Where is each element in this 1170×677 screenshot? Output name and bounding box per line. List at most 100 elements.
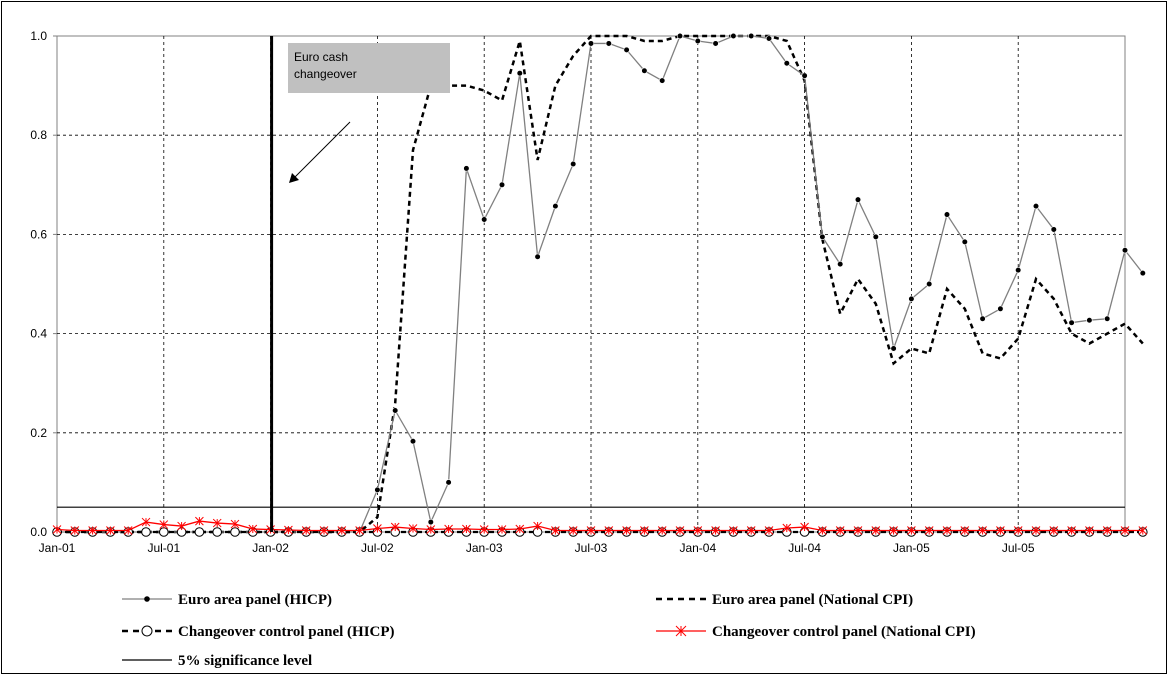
annotation-text-line1: Euro cash xyxy=(294,50,348,64)
changeover-national-cpi-point xyxy=(497,525,507,534)
legend-item-significance-level: 5% significance level xyxy=(122,653,312,669)
euro-area-hicp-point xyxy=(1139,269,1146,277)
y-tick-label: 0.0 xyxy=(30,525,47,539)
changeover-national-cpi-point xyxy=(195,516,204,526)
changeover-national-cpi-point xyxy=(622,526,631,535)
euro-area-hicp-point xyxy=(516,70,523,77)
euro-area-hicp-point xyxy=(890,345,897,352)
y-tick-label: 0.8 xyxy=(30,128,47,142)
y-tick-label: 1.0 xyxy=(30,29,47,43)
y-tick-label: 0.2 xyxy=(30,426,47,440)
changeover-national-cpi-point xyxy=(746,526,756,535)
changeover-national-cpi-point xyxy=(88,526,97,535)
changeover-national-cpi-point xyxy=(1085,526,1094,535)
legend-item-changeover-national-cpi: Changeover control panel (National CPI) xyxy=(656,624,976,640)
changeover-national-cpi-point xyxy=(284,525,293,535)
changeover-national-cpi-point xyxy=(230,519,240,529)
changeover-national-cpi-point xyxy=(1067,526,1076,535)
series-layer xyxy=(52,32,1148,537)
changeover-national-cpi-point xyxy=(426,525,436,534)
changeover-national-cpi-point xyxy=(764,526,774,535)
euro-area-hicp-point xyxy=(445,479,452,486)
x-tick-label: Jan-01 xyxy=(39,541,76,555)
axis-layer: 0.0 0.2 0.4 0.6 0.8 1.0 Jan-01 Jul-01 Jan-02 Jul-… xyxy=(30,29,1126,555)
changeover-national-cpi-point xyxy=(123,526,133,535)
euro-area-hicp-point xyxy=(979,315,986,322)
euro-area-hicp-point xyxy=(676,32,684,40)
changeover-national-cpi-point xyxy=(711,526,720,535)
changeover-national-cpi-point xyxy=(1138,526,1148,535)
euro-area-hicp-point xyxy=(908,295,915,302)
euro-area-hicp-point xyxy=(837,261,844,268)
annotation-box xyxy=(288,43,450,93)
euro-area-hicp-point xyxy=(1068,319,1075,326)
euro-area-hicp-point xyxy=(570,160,577,168)
changeover-hicp-point xyxy=(159,527,169,537)
euro-area-hicp-point xyxy=(659,77,666,84)
changeover-national-cpi-point xyxy=(800,522,809,532)
changeover-national-cpi-point xyxy=(479,525,489,534)
changeover-hicp-point xyxy=(194,527,205,537)
changeover-national-cpi-point xyxy=(782,523,792,533)
x-tick-label: Jan-02 xyxy=(252,541,289,555)
changeover-national-cpi-point xyxy=(835,526,845,535)
x-tick-label: Jul-04 xyxy=(788,541,821,555)
euro-area-hicp-point xyxy=(641,67,648,74)
euro-area-hicp-point xyxy=(961,238,968,245)
x-tick-label: Jul-05 xyxy=(1002,541,1035,555)
changeover-national-cpi-point xyxy=(462,524,471,534)
changeover-national-cpi-point xyxy=(996,526,1005,535)
changeover-national-cpi-point xyxy=(604,526,614,535)
changeover-national-cpi-point xyxy=(889,526,898,535)
changeover-national-cpi-point xyxy=(640,526,649,535)
changeover-national-cpi-point xyxy=(1013,526,1023,535)
euro-area-hicp-point xyxy=(1086,317,1093,324)
changeover-national-cpi-point xyxy=(355,526,364,535)
euro-area-hicp-point xyxy=(587,40,595,47)
euro-area-hicp-point xyxy=(1050,226,1057,233)
euro-area-hicp-point xyxy=(1104,315,1111,322)
euro-area-hicp-point xyxy=(943,211,951,218)
changeover-national-cpi-point xyxy=(444,524,453,534)
annotation-arrow-head xyxy=(289,173,299,183)
changeover-national-cpi-point xyxy=(657,526,667,535)
changeover-national-cpi-point xyxy=(960,526,970,535)
x-tick-label: Jan-03 xyxy=(466,541,503,555)
euro-area-hicp-point xyxy=(801,72,808,79)
changeover-national-cpi-point xyxy=(1031,526,1041,535)
annotation-text-line2: changeover xyxy=(294,67,357,81)
x-tick-label: Jul-03 xyxy=(575,541,608,555)
changeover-national-cpi-point xyxy=(106,526,115,535)
euro-area-hicp-point xyxy=(694,37,701,45)
euro-area-hicp-point xyxy=(783,60,790,67)
changeover-national-cpi-point xyxy=(70,526,80,535)
changeover-hicp-point xyxy=(212,527,222,537)
changeover-national-cpi-point xyxy=(408,524,418,533)
euro-area-hicp-point xyxy=(552,203,559,210)
euro-area-hicp-point xyxy=(997,305,1004,312)
euro-area-hicp-point xyxy=(1032,203,1040,210)
legend-label: Euro area panel (HICP) xyxy=(178,592,332,608)
euro-area-hicp-point xyxy=(605,40,612,47)
changeover-national-cpi-point xyxy=(871,526,881,535)
euro-area-hicp-point xyxy=(481,216,488,223)
changeover-hicp-point xyxy=(141,527,151,537)
annotation-layer: Euro cash changeover xyxy=(270,36,450,532)
x-tick-label: Jan-04 xyxy=(679,541,716,555)
changeover-national-cpi-point xyxy=(319,526,329,535)
euro-area-hicp-point xyxy=(730,32,737,40)
changeover-national-cpi-point xyxy=(515,524,525,534)
changeover-national-cpi-point xyxy=(212,518,222,528)
legend-label: 5% significance level xyxy=(178,653,312,669)
changeover-national-cpi-point xyxy=(1120,526,1130,535)
x-tick-label: Jul-01 xyxy=(147,541,180,555)
changeover-national-cpi-point xyxy=(586,526,596,535)
euro-area-hicp-point xyxy=(1015,267,1022,274)
changeover-national-cpi-point xyxy=(818,526,827,535)
euro-area-hicp-point xyxy=(712,40,719,47)
legend-item-changeover-hicp: Changeover control panel (HICP) xyxy=(122,624,395,640)
annotation-arrow-shaft xyxy=(291,121,351,181)
euro-area-hicp-point xyxy=(623,46,630,53)
